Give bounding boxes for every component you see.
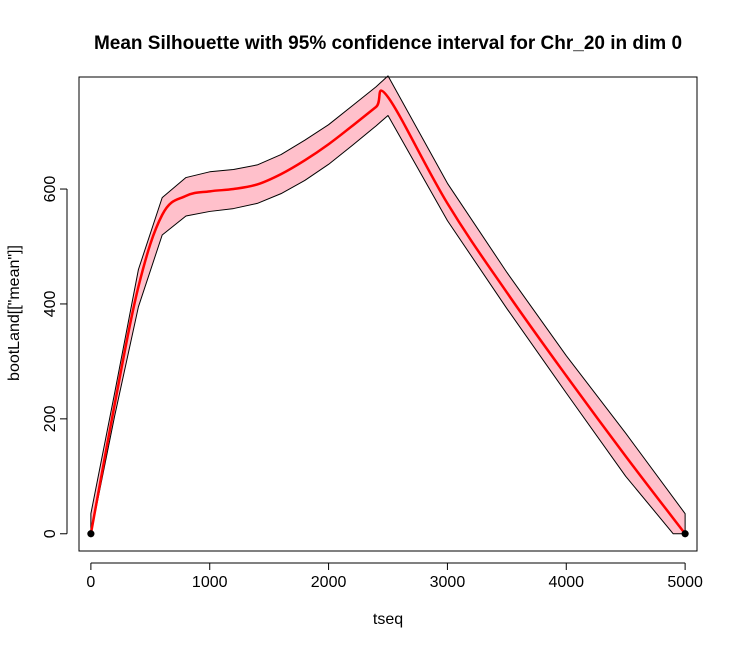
y-tick-label-1: 200 [42,405,59,432]
plot-area [78,76,698,552]
x-tick-label-5: 5000 [667,574,703,591]
y-tick-label-2: 400 [42,291,59,318]
x-tick-label-3: 3000 [430,574,466,591]
x-axis: 0 1000 2000 3000 4000 5000 [86,562,703,591]
y-tick-label-3: 600 [42,176,59,203]
y-tick-label-0: 0 [42,529,59,538]
x-axis-label: tseq [373,611,403,628]
confidence-band-layer [90,75,686,535]
mean-line-layer [89,89,687,535]
chart-title: Mean Silhouette with 95% confidence inte… [94,33,682,54]
y-axis: 0 200 400 600 [42,176,68,538]
endpoint-marker-1 [681,530,689,538]
confidence-band [90,75,686,535]
x-tick-label-0: 0 [86,574,95,591]
endpoint-marker-0 [87,530,95,538]
x-tick-label-1: 1000 [192,574,228,591]
series-line-mean [89,89,687,535]
y-axis-label: bootLand[["mean"]] [6,245,23,381]
x-tick-label-4: 4000 [548,574,584,591]
endpoint-layer [87,530,689,538]
x-tick-label-2: 2000 [311,574,347,591]
